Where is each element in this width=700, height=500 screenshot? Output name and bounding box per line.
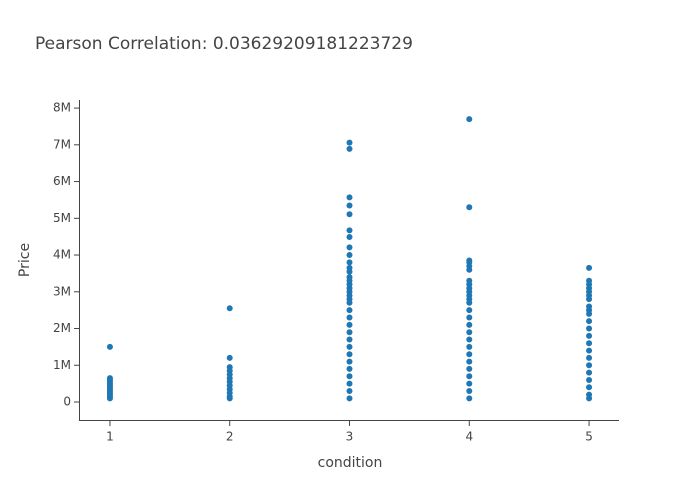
point bbox=[346, 145, 353, 152]
x-tick-label: 1 bbox=[106, 430, 114, 444]
point bbox=[346, 321, 353, 328]
y-tick-label: 5M bbox=[53, 211, 71, 225]
point bbox=[346, 202, 353, 209]
y-tick-label: 3M bbox=[53, 284, 71, 298]
point bbox=[346, 336, 353, 343]
point bbox=[466, 307, 473, 314]
point bbox=[586, 369, 593, 376]
point bbox=[226, 305, 233, 312]
x-axis-title: condition bbox=[318, 455, 383, 471]
y-tick-label: 1M bbox=[53, 358, 71, 372]
point bbox=[466, 395, 473, 402]
point bbox=[466, 314, 473, 321]
point bbox=[346, 194, 353, 201]
point bbox=[466, 387, 473, 394]
y-tick-label: 2M bbox=[53, 321, 71, 335]
point bbox=[346, 227, 353, 234]
point bbox=[466, 336, 473, 343]
point bbox=[106, 343, 113, 350]
point bbox=[346, 299, 353, 306]
point bbox=[586, 325, 593, 332]
point bbox=[466, 351, 473, 358]
x-tick-label: 5 bbox=[585, 430, 593, 444]
point bbox=[586, 376, 593, 383]
x-tick-label: 4 bbox=[465, 430, 473, 444]
point bbox=[346, 234, 353, 241]
point bbox=[466, 116, 473, 123]
point bbox=[346, 259, 353, 266]
point bbox=[346, 211, 353, 218]
x-tick-label: 3 bbox=[346, 430, 354, 444]
point bbox=[226, 395, 233, 402]
y-axis-title: Price bbox=[17, 243, 33, 277]
point bbox=[346, 252, 353, 259]
point bbox=[466, 380, 473, 387]
point bbox=[586, 362, 593, 369]
point bbox=[346, 343, 353, 350]
point bbox=[466, 204, 473, 211]
point bbox=[586, 310, 593, 317]
point bbox=[226, 354, 233, 361]
y-tick-label: 8M bbox=[53, 101, 71, 115]
point bbox=[586, 340, 593, 347]
point bbox=[346, 373, 353, 380]
point bbox=[106, 395, 113, 402]
point bbox=[346, 329, 353, 336]
point bbox=[466, 365, 473, 372]
point bbox=[346, 268, 353, 275]
point bbox=[346, 314, 353, 321]
point bbox=[346, 387, 353, 394]
point bbox=[586, 354, 593, 361]
point bbox=[346, 380, 353, 387]
y-tick-label: 6M bbox=[53, 174, 71, 188]
point bbox=[586, 395, 593, 402]
point bbox=[586, 318, 593, 325]
y-tick-label: 4M bbox=[53, 248, 71, 262]
point bbox=[346, 395, 353, 402]
x-tick-label: 2 bbox=[226, 430, 234, 444]
point bbox=[586, 332, 593, 339]
point bbox=[586, 347, 593, 354]
point bbox=[466, 358, 473, 365]
point bbox=[346, 139, 353, 146]
point bbox=[346, 244, 353, 251]
point bbox=[346, 307, 353, 314]
point bbox=[586, 264, 593, 271]
point bbox=[466, 266, 473, 273]
point bbox=[346, 365, 353, 372]
point bbox=[586, 384, 593, 391]
point bbox=[466, 321, 473, 328]
point bbox=[346, 351, 353, 358]
point bbox=[466, 329, 473, 336]
point bbox=[466, 373, 473, 380]
point bbox=[346, 358, 353, 365]
y-tick-label: 0 bbox=[63, 394, 71, 408]
y-tick-label: 7M bbox=[53, 137, 71, 151]
point bbox=[466, 343, 473, 350]
point bbox=[466, 299, 473, 306]
chart-title: Pearson Correlation: 0.03629209181223729 bbox=[35, 34, 413, 54]
point bbox=[586, 296, 593, 303]
